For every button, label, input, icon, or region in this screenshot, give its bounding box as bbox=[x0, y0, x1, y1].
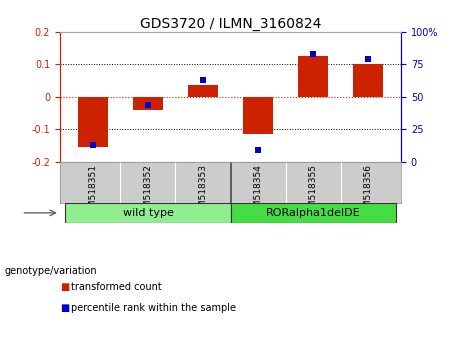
Text: genotype/variation: genotype/variation bbox=[5, 266, 97, 276]
Text: GSM518351: GSM518351 bbox=[89, 164, 97, 219]
Bar bbox=[298, 56, 328, 97]
Text: transformed count: transformed count bbox=[71, 282, 162, 292]
Bar bbox=[78, 97, 108, 147]
Text: RORalpha1delDE: RORalpha1delDE bbox=[266, 208, 361, 218]
Text: GSM518354: GSM518354 bbox=[254, 164, 262, 219]
Bar bbox=[188, 85, 218, 97]
Text: percentile rank within the sample: percentile rank within the sample bbox=[71, 303, 236, 313]
Text: GSM518355: GSM518355 bbox=[308, 164, 318, 219]
Bar bbox=[230, 203, 396, 223]
Text: wild type: wild type bbox=[123, 208, 173, 218]
Title: GDS3720 / ILMN_3160824: GDS3720 / ILMN_3160824 bbox=[140, 17, 321, 31]
Text: GSM518356: GSM518356 bbox=[364, 164, 372, 219]
Bar bbox=[353, 64, 383, 97]
Text: ■: ■ bbox=[60, 282, 69, 292]
Bar bbox=[65, 203, 230, 223]
Bar bbox=[243, 97, 273, 135]
Text: GSM518352: GSM518352 bbox=[143, 164, 153, 219]
Text: ■: ■ bbox=[60, 303, 69, 313]
Bar bbox=[133, 97, 163, 110]
Text: GSM518353: GSM518353 bbox=[199, 164, 207, 219]
